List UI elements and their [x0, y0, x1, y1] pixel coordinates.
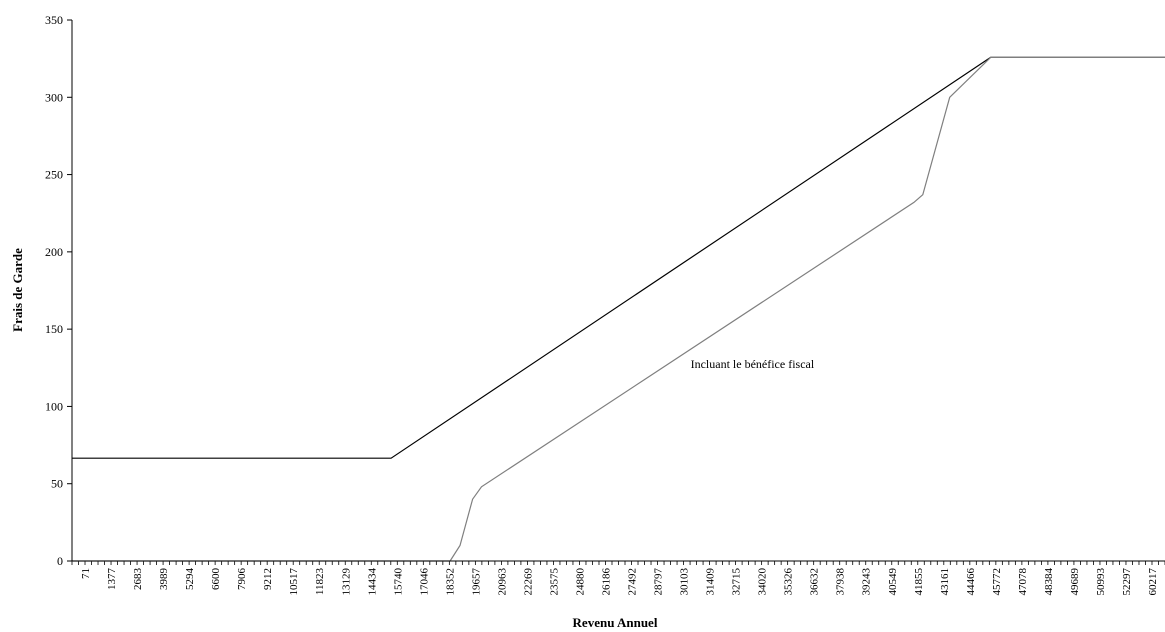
series-line-1 — [72, 56, 1165, 459]
x-tick-label: 41855 — [913, 568, 925, 596]
series-line-2 — [72, 56, 1165, 562]
y-tick-label: 0 — [57, 554, 63, 568]
y-tick-label: 50 — [51, 477, 63, 491]
x-tick-label: 27492 — [627, 568, 639, 596]
x-tick-label: 11823 — [314, 568, 326, 596]
x-tick-label: 39243 — [861, 568, 873, 596]
y-tick-label: 150 — [45, 322, 63, 336]
x-axis-ticks: 71 1377 2683 3989 5294 6600 7906 9212 10517 11823… — [71, 561, 1165, 596]
x-tick-label: 35326 — [783, 568, 795, 596]
x-tick-label: 60217 — [1147, 568, 1159, 596]
x-axis-title: Revenu Annuel — [573, 615, 658, 630]
x-tick-label: 26186 — [600, 568, 612, 596]
x-tick-label: 34020 — [757, 568, 769, 596]
y-axis-title: Frais de Garde — [10, 248, 25, 332]
x-tick-label: 37938 — [835, 568, 847, 596]
x-tick-label: 6600 — [210, 568, 222, 591]
x-tick-label: 2683 — [132, 568, 144, 591]
annotations-group: Incluant le bénéfice fiscal — [691, 357, 815, 371]
x-tick-label: 9212 — [262, 568, 274, 590]
x-tick-label: 10517 — [288, 568, 300, 596]
x-tick-label: 3989 — [158, 568, 170, 591]
x-tick-label: 32715 — [731, 568, 743, 596]
x-tick-label: 15740 — [392, 568, 404, 596]
x-tick-label: 17046 — [418, 568, 430, 596]
x-tick-label: 52297 — [1121, 568, 1133, 596]
x-tick-label: 36632 — [809, 568, 821, 596]
x-tick-label: 44466 — [965, 568, 977, 596]
y-tick-label: 200 — [45, 245, 63, 259]
x-tick-label: 49689 — [1069, 568, 1081, 596]
x-tick-label: 24880 — [574, 568, 586, 596]
x-tick-label: 48384 — [1043, 568, 1055, 596]
x-tick-label: 71 — [80, 568, 92, 579]
x-tick-label: 50993 — [1095, 568, 1107, 596]
x-tick-label: 31409 — [705, 568, 717, 596]
x-tick-label: 1377 — [106, 568, 118, 591]
x-tick-label: 14434 — [366, 568, 378, 596]
x-tick-label: 20963 — [496, 568, 508, 596]
y-tick-label: 250 — [45, 168, 63, 182]
y-tick-label: 100 — [45, 399, 63, 413]
y-tick-label: 350 — [45, 13, 63, 27]
x-tick-label: 28797 — [653, 568, 665, 596]
y-tick-label: 300 — [45, 90, 63, 104]
series-group — [72, 56, 1165, 562]
x-tick-label: 13129 — [340, 568, 352, 596]
x-tick-label: 19657 — [470, 568, 482, 596]
x-tick-label: 47078 — [1017, 568, 1029, 596]
x-tick-label: 30103 — [679, 568, 691, 596]
x-tick-label: 5294 — [184, 568, 196, 591]
series-annotation-label: Incluant le bénéfice fiscal — [691, 357, 815, 371]
x-tick-label: 43161 — [939, 568, 951, 596]
y-axis-ticks: 0 50 100 150 200 250 300 350 — [45, 13, 72, 568]
x-tick-label: 23575 — [548, 568, 560, 596]
x-tick-label: 45772 — [991, 568, 1003, 596]
x-tick-label: 18352 — [444, 568, 456, 596]
x-tick-label: 7906 — [236, 568, 248, 591]
x-tick-label: 22269 — [522, 568, 534, 596]
x-tick-label: 40549 — [887, 568, 899, 596]
